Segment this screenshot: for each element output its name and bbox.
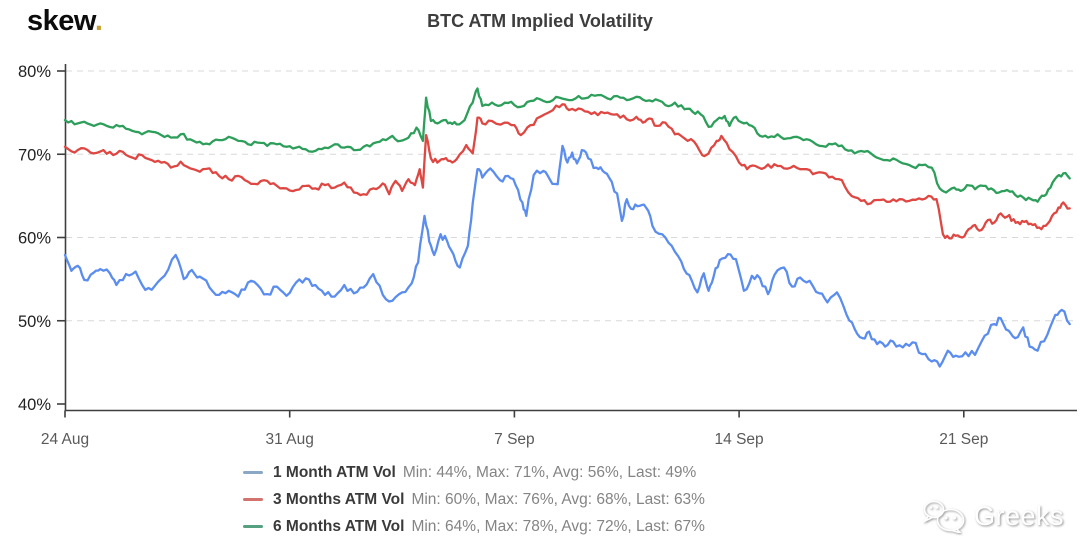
legend-stats-3-months: Min: 60%, Max: 76%, Avg: 68%, Last: 63%: [411, 490, 705, 508]
legend-item-1-month: 1 Month ATM Vol Min: 44%, Max: 71%, Avg:…: [243, 459, 705, 486]
y-tick-label-80: 80%: [18, 63, 51, 81]
legend-name-1-month: 1 Month ATM Vol: [273, 463, 396, 481]
legend-swatch-3-months: [243, 498, 263, 501]
legend-name-3-months: 3 Months ATM Vol: [273, 490, 405, 508]
legend-item-3-months: 3 Months ATM Vol Min: 60%, Max: 76%, Avg…: [243, 486, 705, 513]
skew-logo-dot: .: [94, 5, 103, 37]
chart-title: BTC ATM Implied Volatility: [427, 11, 653, 31]
y-tick-label-50: 50%: [18, 313, 51, 331]
chart-legend: 1 Month ATM Vol Min: 44%, Max: 71%, Avg:…: [243, 459, 705, 540]
series-line-3-months-atm-vol: [63, 103, 1071, 240]
y-tick-label-60: 60%: [18, 230, 51, 248]
legend-item-6-months: 6 Months ATM Vol Min: 64%, Max: 78%, Avg…: [243, 513, 705, 540]
legend-name-6-months: 6 Months ATM Vol: [273, 517, 405, 535]
skew-logo: skew.: [27, 5, 103, 38]
x-tick-label-7-sep: 7 Sep: [494, 431, 535, 448]
watermark-text: Greeks: [973, 500, 1064, 531]
y-tick-label-40: 40%: [18, 396, 51, 414]
legend-stats-6-months: Min: 64%, Max: 78%, Avg: 72%, Last: 67%: [411, 517, 705, 535]
x-tick-label-31-aug: 31 Aug: [266, 431, 314, 448]
volatility-line-chart: 40% 50% 60% 70% 80% 24 Aug 31 Aug 7 Sep 14 Sep 21…: [18, 63, 1077, 448]
series-line-1-month-atm-vol: [63, 144, 1071, 368]
x-tick-label-24-aug: 24 Aug: [41, 431, 89, 448]
x-tick-label-21-sep: 21 Sep: [939, 431, 988, 448]
x-tick-label-14-sep: 14 Sep: [715, 431, 764, 448]
legend-swatch-6-months: [243, 525, 263, 528]
skew-logo-text: skew: [27, 5, 95, 37]
legend-stats-1-month: Min: 44%, Max: 71%, Avg: 56%, Last: 49%: [402, 463, 697, 481]
series-line-6-months-atm-vol: [63, 87, 1071, 203]
wechat-icon: [922, 500, 965, 533]
wechat-watermark: Greeks: [921, 499, 1064, 533]
legend-swatch-1-month: [243, 471, 263, 474]
y-tick-label-70: 70%: [18, 146, 51, 164]
